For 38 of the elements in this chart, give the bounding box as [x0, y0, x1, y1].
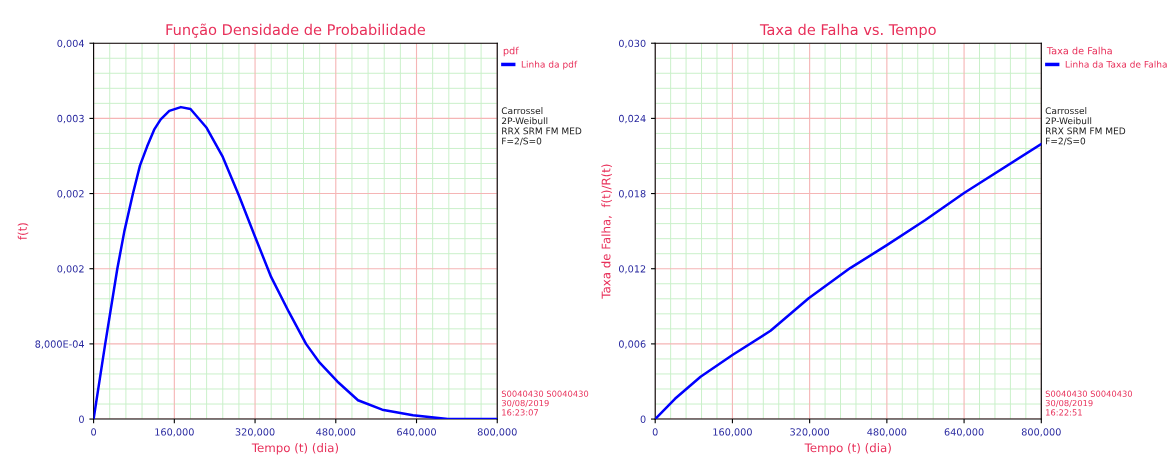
x-tick-label: 480,000: [316, 428, 356, 437]
x-tick-label: 320,000: [235, 428, 275, 437]
y-tick-label: 0,006: [618, 340, 646, 349]
x-tick-label: 0: [91, 428, 97, 436]
x-tick-label: 800,000: [1021, 428, 1061, 437]
chart-title: Taxa de Falha vs. Tempo: [759, 23, 936, 38]
y-tick-label: 0,012: [618, 265, 646, 274]
x-tick-label: 0: [652, 428, 658, 436]
x-tick-label: 800,000: [477, 428, 517, 437]
legend-title: pdf: [503, 46, 519, 57]
y-tick-label: 0,030: [618, 39, 646, 49]
x-axis-title: Tempo (t) (dia): [251, 443, 339, 455]
x-tick-label: 640,000: [944, 428, 984, 437]
x-tick-label: 160,000: [155, 428, 194, 437]
x-tick-label: 160,000: [713, 428, 752, 437]
y-tick-label: 0,004: [57, 39, 85, 49]
legend-label: Linha da pdf: [521, 60, 578, 70]
text: Carrossel 2P-Weibull RRX SRM FM MED F=2/S=0: [1045, 107, 1126, 146]
x-tick-label: 320,000: [790, 428, 830, 437]
y-tick-label: 0,002: [57, 265, 84, 274]
y-tick-label: 0,018: [618, 190, 646, 199]
legend-label: Linha da Taxa de Falha: [1065, 60, 1167, 68]
x-axis-title: Tempo (t) (dia): [804, 443, 891, 455]
text: S0040430 S0040430 30/08/2019 16:23:07: [501, 390, 589, 416]
chart-title: Função Densidade de Probabilidade: [166, 23, 426, 38]
y-tick-label: 0: [640, 415, 646, 423]
text: S0040430 S0040430 30/08/2019 16:22:51: [1045, 390, 1133, 416]
y-axis-title: Taxa de Falha, f(t)/R(t): [601, 164, 612, 299]
x-tick-label: 640,000: [397, 428, 436, 437]
text: Carrossel 2P-Weibull RRX SRM FM MED F=2/S=0: [501, 107, 582, 146]
y-tick-label: 8,000E-04: [35, 340, 85, 349]
y-axis-title: f(t): [17, 223, 29, 240]
y-tick-label: 0,003: [57, 114, 84, 124]
legend-title: Taxa de Falha: [1046, 46, 1112, 55]
y-tick-label: 0,024: [618, 114, 646, 124]
y-tick-label: 0: [79, 415, 84, 423]
x-tick-label: 480,000: [867, 428, 907, 437]
y-tick-label: 0,002: [57, 190, 84, 199]
